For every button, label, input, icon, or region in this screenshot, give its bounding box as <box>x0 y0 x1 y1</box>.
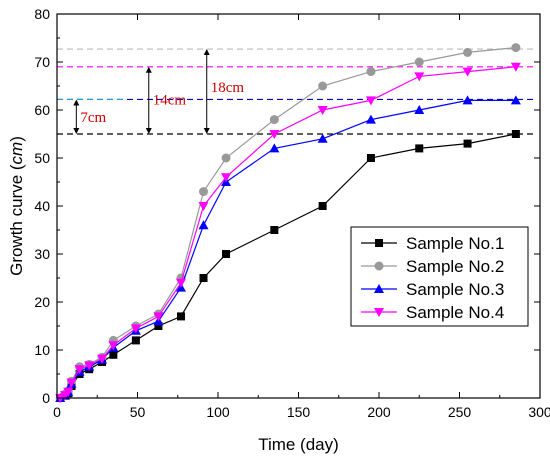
data-point <box>198 202 209 211</box>
data-point <box>366 67 376 77</box>
legend-label: Sample No.1 <box>406 234 504 253</box>
data-point <box>375 239 383 247</box>
reference-lines <box>57 48 534 135</box>
y-tick-label: 30 <box>34 246 50 262</box>
annotation-7cm: 7cm <box>73 99 106 134</box>
arrowhead-up <box>203 49 210 56</box>
legend-label: Sample No.4 <box>406 303 504 322</box>
legend-item: Sample No.3 <box>361 280 504 299</box>
data-point <box>462 95 473 105</box>
x-axis-title: Time (day) <box>258 435 339 454</box>
y-axis-title: Growth curve (cm) <box>7 136 26 276</box>
data-point <box>176 312 185 321</box>
data-point <box>463 47 473 57</box>
data-point <box>130 324 141 334</box>
data-point <box>511 130 520 138</box>
axes: 0 50 100 150 200 250 300 0 10 20 30 40 50 60 70 80 <box>34 6 550 420</box>
x-tick-label: 50 <box>130 404 146 420</box>
x-tick-label: 200 <box>367 404 391 420</box>
data-point <box>365 96 376 106</box>
x-tick-label: 300 <box>528 404 550 420</box>
data-point <box>108 341 119 351</box>
data-point <box>415 144 424 153</box>
data-point <box>221 153 231 163</box>
data-point <box>269 143 280 153</box>
data-point <box>462 67 473 77</box>
data-point <box>317 106 328 115</box>
data-point <box>74 365 85 375</box>
series-layer <box>55 43 521 403</box>
data-point <box>318 202 327 210</box>
data-point <box>131 336 140 345</box>
data-point <box>510 95 521 105</box>
data-point <box>365 114 376 124</box>
y-tick-label: 0 <box>42 390 50 406</box>
x-tick-label: 250 <box>448 404 472 420</box>
y-tick-label: 70 <box>34 54 50 70</box>
arrowhead-up <box>145 66 152 73</box>
data-point <box>66 378 77 388</box>
x-tick-label: 100 <box>206 404 230 420</box>
arrowhead-down <box>73 128 80 134</box>
legend-item: Sample No.1 <box>361 234 504 253</box>
data-point <box>198 220 209 230</box>
data-point <box>366 154 375 162</box>
data-point <box>109 350 118 359</box>
y-tick-label: 80 <box>34 6 50 22</box>
y-tick-label: 50 <box>34 150 50 166</box>
data-point <box>463 139 472 148</box>
data-point <box>510 62 521 72</box>
data-point <box>199 274 208 282</box>
data-point <box>317 133 328 143</box>
legend-item: Sample No.4 <box>361 303 504 322</box>
data-point <box>154 322 163 330</box>
data-point <box>374 284 384 293</box>
x-tick-label: 150 <box>287 404 311 420</box>
data-point <box>97 354 108 364</box>
data-point <box>414 72 425 82</box>
data-point <box>269 130 280 139</box>
annotation-label: 14cm <box>153 92 187 108</box>
data-point <box>222 250 231 258</box>
data-point <box>374 261 384 271</box>
arrowhead-down <box>145 128 152 134</box>
data-point <box>374 308 384 317</box>
arrowhead-up <box>73 99 80 106</box>
x-tick-label: 0 <box>53 404 61 420</box>
annotation-14cm: 14cm <box>145 66 187 134</box>
arrowhead-down <box>203 128 210 134</box>
data-point <box>414 57 424 67</box>
series-4 <box>55 62 521 403</box>
annotation-label: 18cm <box>211 80 245 96</box>
data-point <box>269 115 279 125</box>
data-point <box>318 81 328 91</box>
y-tick-label: 60 <box>34 102 50 118</box>
legend: Sample No.1 Sample No.2 Sample No.3 Sample … <box>350 226 529 327</box>
annotation-label: 7cm <box>80 110 106 126</box>
data-point <box>84 361 95 371</box>
annotation-18cm: 18cm <box>203 49 245 134</box>
data-point <box>199 187 209 197</box>
y-tick-label: 40 <box>34 198 50 214</box>
y-tick-label: 10 <box>34 342 50 358</box>
y-tick-label: 20 <box>34 294 50 310</box>
legend-label: Sample No.3 <box>406 280 504 299</box>
data-point <box>153 312 164 322</box>
legend-item: Sample No.2 <box>361 257 504 276</box>
data-point <box>175 278 186 288</box>
data-point <box>414 105 425 114</box>
data-point <box>63 387 74 397</box>
data-point <box>270 226 279 234</box>
annotation-layer: 7cm 14cm 18cm <box>73 49 244 134</box>
data-point <box>511 43 521 53</box>
data-point <box>221 173 232 183</box>
legend-label: Sample No.2 <box>406 257 504 276</box>
